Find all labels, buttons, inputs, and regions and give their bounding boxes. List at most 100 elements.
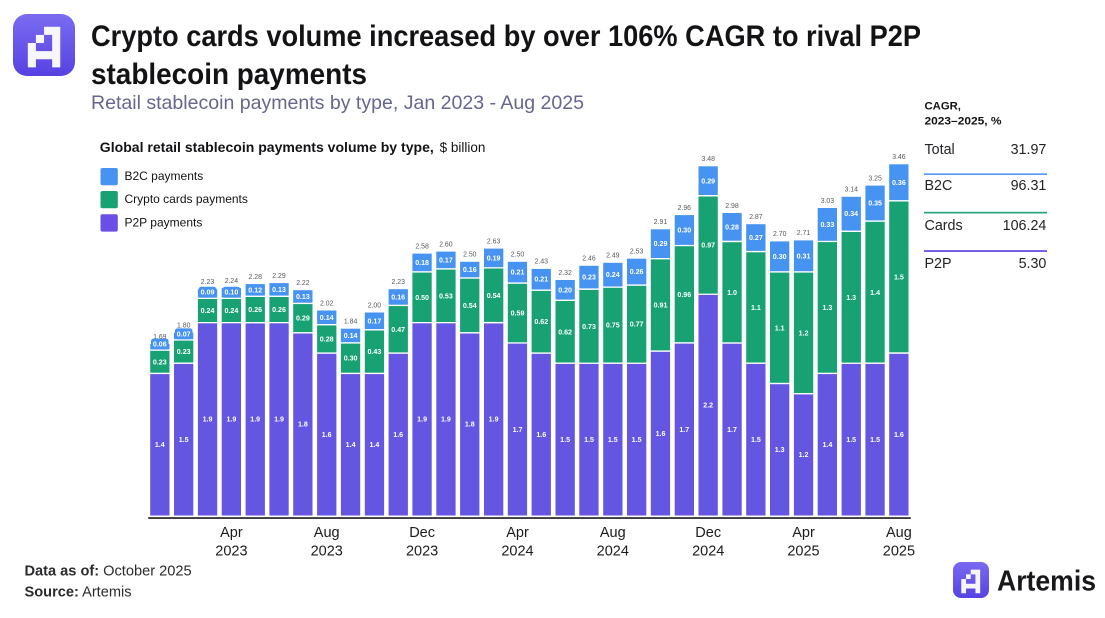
svg-text:0.19: 0.19 [487,254,501,262]
svg-text:2.60: 2.60 [439,241,453,248]
svg-text:0.23: 0.23 [153,358,167,366]
svg-text:0.54: 0.54 [463,302,477,310]
svg-text:2.96: 2.96 [678,205,692,212]
svg-text:0.07: 0.07 [177,330,191,338]
svg-text:2.50: 2.50 [511,252,525,259]
svg-text:Retail stablecoin payments by: Retail stablecoin payments by type, Jan … [91,92,584,114]
svg-text:2.32: 2.32 [558,270,572,277]
svg-text:Global retail stablecoin payme: Global retail stablecoin payments volume… [100,140,434,155]
svg-text:2.28: 2.28 [248,274,262,281]
svg-text:1.9: 1.9 [489,416,499,424]
svg-text:0.16: 0.16 [391,294,405,302]
svg-text:0.16: 0.16 [463,266,477,274]
svg-text:2024: 2024 [692,544,724,560]
svg-text:$ billion: $ billion [440,140,486,155]
svg-text:0.29: 0.29 [296,315,310,323]
svg-text:0.24: 0.24 [201,307,215,315]
svg-text:1.5: 1.5 [608,436,618,444]
svg-text:Source: Artemis: Source: Artemis [25,584,132,600]
svg-text:2.23: 2.23 [201,279,215,286]
svg-text:0.50: 0.50 [415,294,429,302]
svg-text:0.35: 0.35 [868,200,882,208]
svg-text:3.46: 3.46 [892,154,906,161]
svg-text:Total: Total [925,142,955,158]
svg-text:1.5: 1.5 [560,436,570,444]
svg-text:2023: 2023 [311,544,343,560]
svg-text:2.98: 2.98 [725,203,739,210]
svg-text:Artemis: Artemis [997,565,1096,597]
svg-text:1.2: 1.2 [799,329,809,337]
svg-text:0.30: 0.30 [773,253,787,261]
svg-text:2.23: 2.23 [391,279,405,286]
svg-text:1.6: 1.6 [894,431,904,439]
svg-text:1.9: 1.9 [250,416,260,424]
svg-text:0.26: 0.26 [248,306,262,314]
svg-text:0.91: 0.91 [654,301,668,309]
svg-text:0.96: 0.96 [677,291,691,299]
svg-text:1.1: 1.1 [751,304,761,312]
svg-text:0.14: 0.14 [344,332,358,340]
svg-text:B2C payments: B2C payments [125,169,204,183]
svg-text:Cards: Cards [925,218,963,234]
svg-text:0.27: 0.27 [749,234,763,242]
svg-text:1.9: 1.9 [274,416,284,424]
svg-text:0.21: 0.21 [534,276,548,284]
svg-text:P2P: P2P [925,256,952,272]
svg-text:0.10: 0.10 [224,289,238,297]
svg-text:Crypto cards payments: Crypto cards payments [125,192,248,206]
svg-text:Dec: Dec [695,525,721,541]
svg-text:1.9: 1.9 [417,416,427,424]
svg-text:0.62: 0.62 [558,328,572,336]
svg-text:0.18: 0.18 [415,259,429,267]
svg-text:2024: 2024 [597,544,629,560]
svg-text:Apr: Apr [506,525,529,541]
svg-text:2.91: 2.91 [654,219,668,226]
svg-text:0.17: 0.17 [367,317,381,325]
svg-text:2024: 2024 [501,544,533,560]
svg-text:Dec: Dec [409,525,435,541]
svg-text:1.9: 1.9 [203,416,213,424]
svg-text:0.29: 0.29 [701,177,715,185]
svg-text:3.14: 3.14 [844,187,858,194]
svg-text:0.28: 0.28 [320,335,334,343]
svg-text:1.80: 1.80 [177,323,191,330]
svg-text:0.59: 0.59 [511,310,525,318]
svg-text:1.7: 1.7 [679,426,689,434]
svg-text:0.21: 0.21 [511,269,525,277]
svg-text:Aug: Aug [314,525,340,541]
svg-text:2023–2025, %: 2023–2025, % [925,116,1002,128]
svg-text:0.13: 0.13 [272,286,286,294]
svg-text:1.3: 1.3 [846,294,856,302]
svg-text:1.3: 1.3 [822,304,832,312]
svg-text:2.71: 2.71 [797,230,811,237]
svg-text:2.50: 2.50 [463,252,477,259]
svg-text:0.17: 0.17 [439,256,453,264]
svg-text:2.43: 2.43 [535,259,549,266]
svg-text:1.7: 1.7 [727,426,737,434]
svg-text:2.49: 2.49 [606,253,620,260]
svg-text:Data as of: October 2025: Data as of: October 2025 [25,563,192,579]
svg-text:B2C: B2C [925,178,953,194]
svg-text:106.24: 106.24 [1003,218,1047,234]
svg-text:2.58: 2.58 [415,243,429,250]
svg-text:0.43: 0.43 [367,348,381,356]
svg-text:2.53: 2.53 [630,249,644,256]
svg-text:0.28: 0.28 [725,223,739,231]
svg-text:2.02: 2.02 [320,300,334,307]
svg-text:Apr: Apr [792,525,815,541]
svg-text:0.14: 0.14 [320,314,334,322]
svg-text:1.84: 1.84 [344,319,358,326]
svg-text:0.77: 0.77 [630,321,644,329]
svg-text:P2P payments: P2P payments [125,215,203,229]
svg-text:1.6: 1.6 [536,431,546,439]
svg-text:2023: 2023 [215,544,247,560]
svg-text:1.3: 1.3 [775,446,785,454]
svg-text:1.5: 1.5 [894,274,904,282]
svg-text:1.69: 1.69 [153,334,167,341]
svg-text:0.23: 0.23 [177,348,191,356]
svg-text:2.70: 2.70 [773,231,787,238]
svg-text:1.2: 1.2 [799,451,809,459]
svg-text:2.29: 2.29 [272,273,286,280]
svg-text:Crypto cards volume increased: Crypto cards volume increased by over 10… [91,20,921,53]
svg-text:0.30: 0.30 [344,355,358,363]
